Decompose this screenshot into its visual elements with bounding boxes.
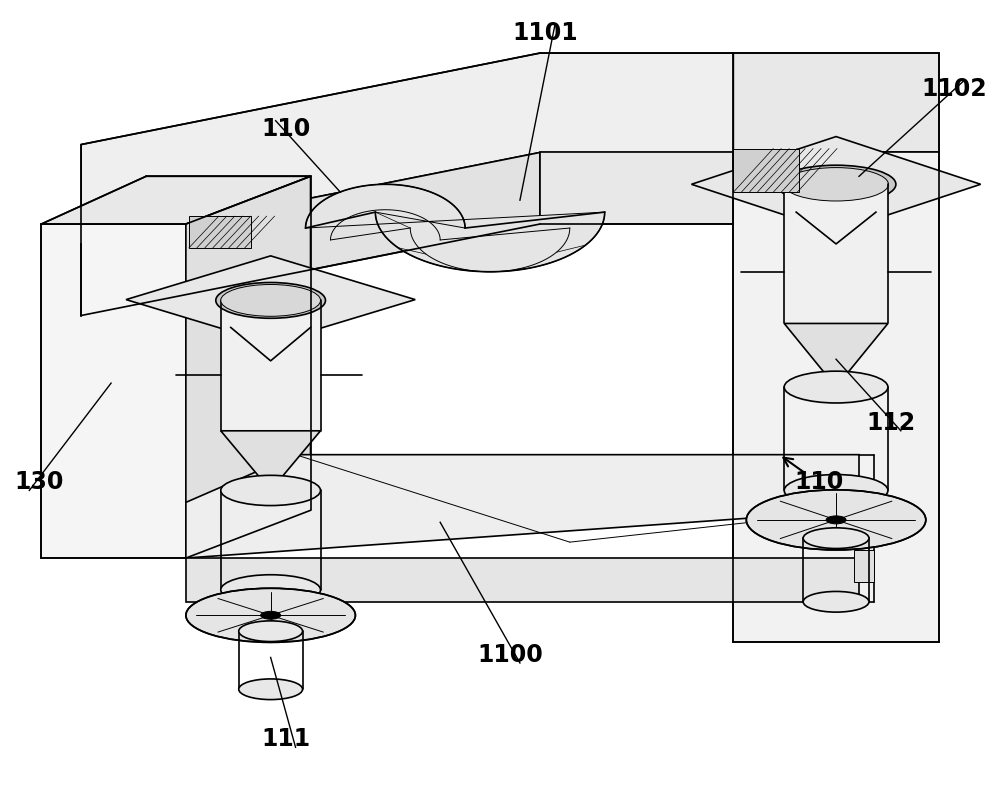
Ellipse shape bbox=[261, 611, 281, 619]
Text: 1101: 1101 bbox=[512, 22, 578, 45]
Polygon shape bbox=[186, 176, 311, 558]
Ellipse shape bbox=[803, 527, 869, 548]
Polygon shape bbox=[81, 53, 733, 244]
Text: 130: 130 bbox=[15, 471, 64, 495]
Text: 110: 110 bbox=[261, 117, 310, 140]
Polygon shape bbox=[733, 53, 939, 152]
Text: 1102: 1102 bbox=[921, 77, 987, 101]
Polygon shape bbox=[306, 184, 605, 272]
Ellipse shape bbox=[803, 591, 869, 612]
Ellipse shape bbox=[239, 679, 303, 700]
Ellipse shape bbox=[221, 476, 320, 506]
Polygon shape bbox=[81, 152, 540, 315]
Polygon shape bbox=[540, 152, 733, 224]
Text: 110: 110 bbox=[794, 471, 844, 495]
Polygon shape bbox=[784, 323, 888, 387]
Ellipse shape bbox=[216, 282, 325, 318]
Polygon shape bbox=[221, 300, 320, 431]
Polygon shape bbox=[41, 224, 186, 558]
Ellipse shape bbox=[221, 575, 320, 605]
Polygon shape bbox=[733, 148, 799, 192]
Ellipse shape bbox=[746, 490, 926, 550]
Ellipse shape bbox=[221, 285, 320, 316]
Ellipse shape bbox=[186, 588, 355, 642]
Text: 112: 112 bbox=[866, 411, 915, 435]
Polygon shape bbox=[784, 184, 888, 323]
Polygon shape bbox=[221, 431, 320, 491]
Polygon shape bbox=[126, 256, 415, 343]
Polygon shape bbox=[733, 152, 939, 642]
Polygon shape bbox=[691, 136, 981, 232]
Ellipse shape bbox=[239, 621, 303, 642]
Ellipse shape bbox=[776, 165, 896, 203]
Polygon shape bbox=[189, 216, 251, 248]
Ellipse shape bbox=[784, 371, 888, 403]
Ellipse shape bbox=[784, 168, 888, 201]
Polygon shape bbox=[41, 176, 311, 224]
Text: 111: 111 bbox=[261, 727, 310, 752]
Text: 1100: 1100 bbox=[477, 643, 543, 667]
Polygon shape bbox=[854, 550, 874, 582]
Polygon shape bbox=[186, 455, 859, 558]
Polygon shape bbox=[186, 558, 859, 602]
Ellipse shape bbox=[784, 475, 888, 507]
Ellipse shape bbox=[826, 516, 846, 523]
